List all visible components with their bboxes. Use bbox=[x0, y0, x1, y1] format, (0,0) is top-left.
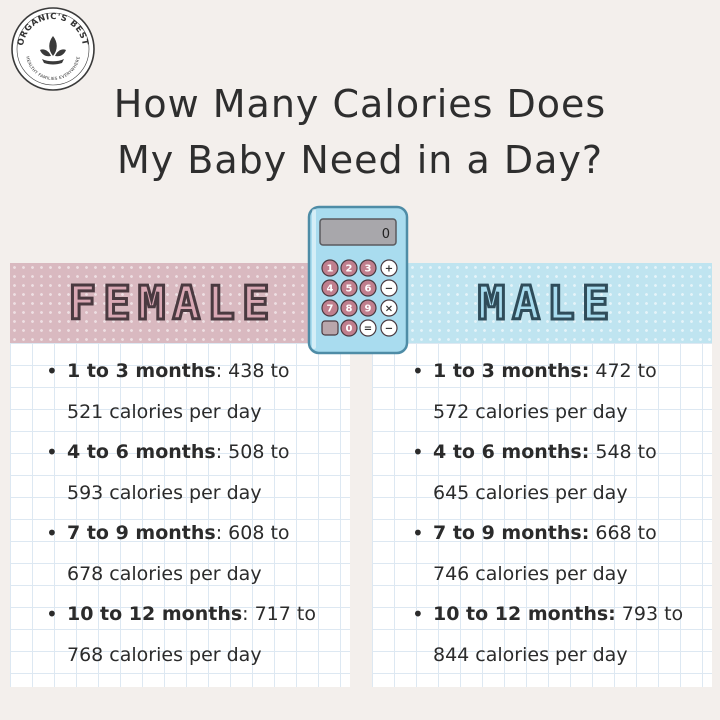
female-heading: FEMALE bbox=[67, 275, 277, 332]
svg-text:×: × bbox=[385, 304, 393, 315]
list-item: • 10 to 12 months: 717 to bbox=[46, 602, 316, 626]
svg-text:9: 9 bbox=[365, 304, 372, 315]
calculator-icon: 0 1 2 3 +4 5 6 − 7 8 9 × 0 = − bbox=[307, 205, 409, 355]
svg-text:3: 3 bbox=[365, 264, 372, 275]
calculator-key: 7 bbox=[321, 299, 339, 317]
svg-text:7: 7 bbox=[327, 304, 334, 315]
calculator-key: 4 bbox=[321, 279, 339, 297]
female-list: • 1 to 3 months: 438 to 521 calories per … bbox=[10, 351, 350, 675]
male-list: • 1 to 3 months: 472 to 572 calories per … bbox=[372, 351, 712, 675]
calculator-key: 6 bbox=[359, 279, 377, 297]
calculator-key: 2 bbox=[340, 259, 358, 277]
svg-text:0: 0 bbox=[346, 324, 353, 335]
calculator-key: − bbox=[380, 279, 398, 297]
svg-text:5: 5 bbox=[346, 284, 353, 295]
list-item: • 7 to 9 months: 668 to bbox=[412, 521, 657, 545]
list-item: 593 calories per day bbox=[67, 481, 262, 504]
brand-logo-seal: ORGANIC'S BEST HEALTHY FAMILIES EVERYWHE… bbox=[11, 7, 95, 91]
list-item: • 7 to 9 months: 608 to bbox=[46, 521, 290, 545]
calculator-key: 0 bbox=[340, 319, 358, 337]
title-line-2: My Baby Need in a Day? bbox=[116, 138, 604, 182]
list-item: 746 calories per day bbox=[433, 562, 628, 585]
calculator-key: − bbox=[380, 319, 398, 337]
svg-text:+: + bbox=[385, 264, 393, 275]
svg-text:8: 8 bbox=[346, 304, 353, 315]
calculator-display bbox=[319, 218, 397, 246]
male-heading: MALE bbox=[476, 275, 617, 332]
list-item: 572 calories per day bbox=[433, 400, 628, 423]
list-item: • 10 to 12 months: 793 to bbox=[412, 602, 684, 626]
svg-text:−: − bbox=[385, 324, 393, 335]
calculator-key: + bbox=[380, 259, 398, 277]
list-item: 768 calories per day bbox=[67, 643, 262, 666]
svg-text:6: 6 bbox=[365, 284, 372, 295]
leaf-hand-icon bbox=[40, 36, 66, 65]
male-panel: • 1 to 3 months: 472 to 572 calories per … bbox=[372, 343, 712, 687]
calculator-key: 3 bbox=[359, 259, 377, 277]
calculator-key: = bbox=[359, 319, 377, 337]
list-item: • 1 to 3 months: 438 to bbox=[46, 359, 290, 383]
list-item: 844 calories per day bbox=[433, 643, 628, 666]
page-title: How Many Calories Does My Baby Need in a… bbox=[0, 76, 720, 188]
svg-text:1: 1 bbox=[327, 264, 334, 275]
svg-text:4: 4 bbox=[327, 284, 334, 295]
female-panel: • 1 to 3 months: 438 to 521 calories per … bbox=[10, 343, 350, 687]
svg-text:−: − bbox=[385, 284, 393, 295]
calculator-key: 9 bbox=[359, 299, 377, 317]
male-header-band: MALE bbox=[372, 263, 712, 343]
calculator-key: 5 bbox=[340, 279, 358, 297]
calculator-key: × bbox=[380, 299, 398, 317]
female-header-band: FEMALE bbox=[10, 263, 355, 343]
calculator-key bbox=[321, 320, 339, 336]
calculator-key: 1 bbox=[321, 259, 339, 277]
list-item: 521 calories per day bbox=[67, 400, 262, 423]
list-item: • 4 to 6 months: 548 to bbox=[412, 440, 657, 464]
calculator-key: 8 bbox=[340, 299, 358, 317]
svg-text:=: = bbox=[364, 324, 372, 335]
list-item: 678 calories per day bbox=[67, 562, 262, 585]
calculator-display-value: 0 bbox=[382, 227, 390, 242]
list-item: • 4 to 6 months: 508 to bbox=[46, 440, 290, 464]
list-item: • 1 to 3 months: 472 to bbox=[412, 359, 657, 383]
svg-text:2: 2 bbox=[346, 264, 353, 275]
list-item: 645 calories per day bbox=[433, 481, 628, 504]
calculator-keys: 1 2 3 +4 5 6 − 7 8 9 × 0 = − bbox=[321, 259, 398, 337]
title-line-1: How Many Calories Does bbox=[113, 82, 607, 126]
